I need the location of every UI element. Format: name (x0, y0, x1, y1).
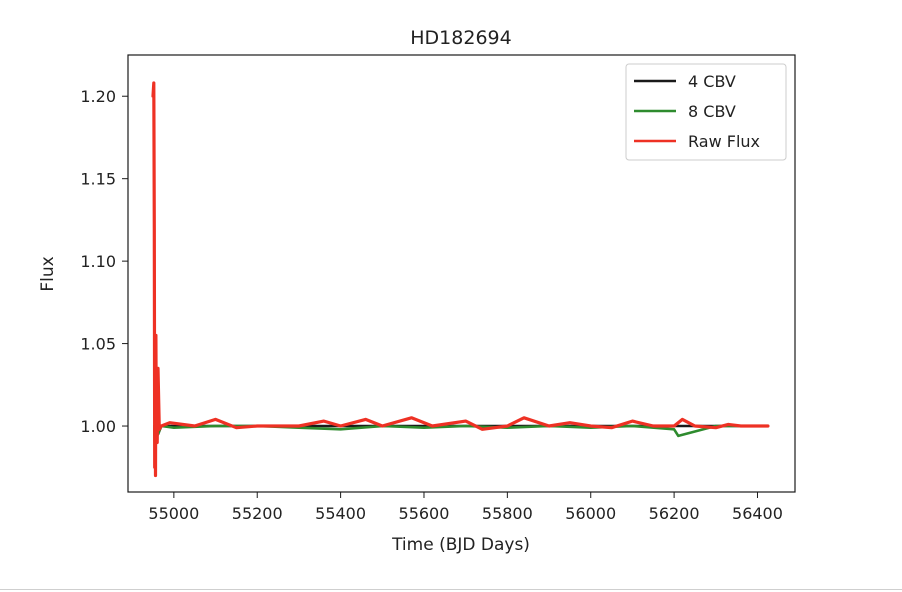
y-tick-label: 1.20 (80, 87, 116, 106)
y-axis-label: Flux (38, 256, 58, 291)
x-tick-label: 56200 (649, 504, 700, 523)
y-axis: 1.00 1.05 1.10 1.15 1.20 (80, 87, 128, 436)
legend-label: 8 CBV (688, 102, 736, 121)
x-tick-label: 55400 (315, 504, 366, 523)
x-tick-label: 56000 (565, 504, 616, 523)
y-tick-label: 1.05 (80, 335, 116, 354)
divider (0, 589, 902, 590)
plot-frame (127, 54, 796, 493)
x-tick-label: 55800 (482, 504, 533, 523)
y-tick-label: 1.00 (80, 417, 116, 436)
x-axis: 55000 55200 55400 55600 55800 56000 56200 56400 (148, 492, 783, 523)
chart-title: HD182694 (410, 27, 511, 49)
legend-box (625, 63, 787, 161)
y-tick-label: 1.15 (80, 170, 116, 189)
y-tick-label: 1.10 (80, 252, 116, 271)
legend: 4 CBV 8 CBV Raw Flux (625, 63, 787, 161)
x-tick-label: 55600 (399, 504, 450, 523)
series-line-1 (153, 408, 770, 461)
x-tick-label: 55000 (148, 504, 199, 523)
plot-series (151, 81, 770, 478)
x-tick-label: 55200 (232, 504, 283, 523)
x-axis-label: Time (BJD Days) (391, 535, 530, 555)
legend-label: Raw Flux (688, 132, 760, 151)
series-line-2 (151, 81, 770, 478)
legend-label: 4 CBV (688, 72, 736, 91)
x-tick-label: 56400 (732, 504, 783, 523)
